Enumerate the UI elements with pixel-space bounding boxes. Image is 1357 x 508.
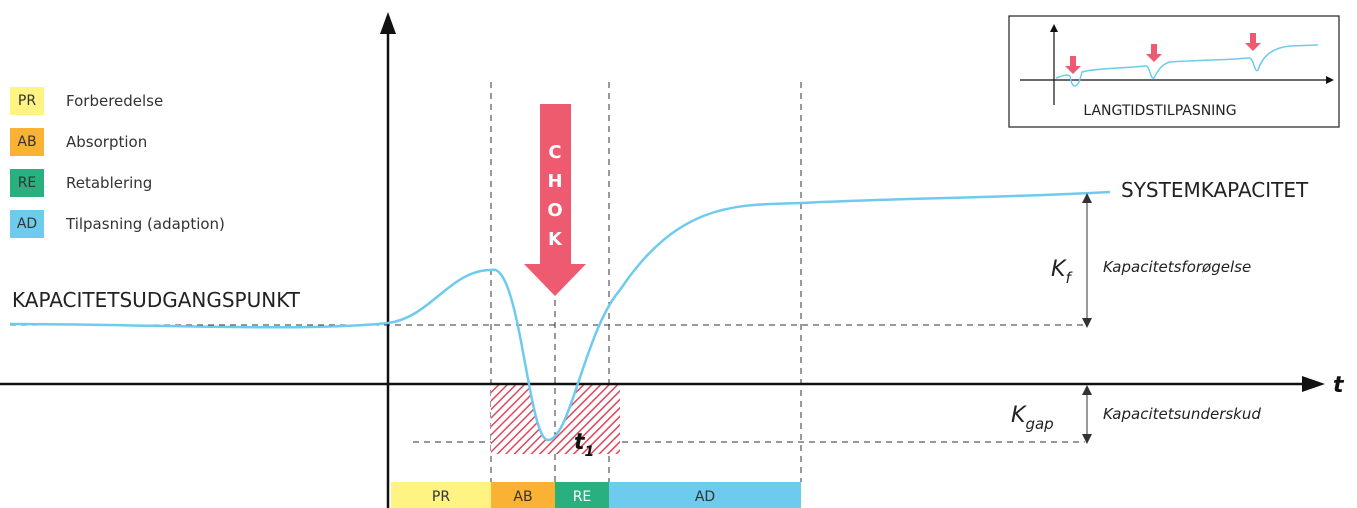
phase-bar: PR AB RE AD bbox=[391, 482, 801, 508]
legend-swatch-ad: AD bbox=[10, 210, 44, 238]
shock-letter-c: C bbox=[548, 142, 561, 163]
k-gap-label: Kgap bbox=[1011, 403, 1054, 433]
legend-item-re: RE Retablering bbox=[10, 169, 225, 197]
k-f-label: Kf bbox=[1051, 257, 1073, 287]
k-gap-subscript: gap bbox=[1025, 415, 1053, 433]
inset-x-arrow-icon bbox=[1326, 76, 1334, 84]
inset-long-term-adaptation: LANGTIDSTILPASNING bbox=[1008, 15, 1340, 128]
legend-label-ab: Absorption bbox=[66, 133, 148, 151]
inset-frame bbox=[1008, 15, 1340, 128]
k-f-arrow-up-icon bbox=[1082, 193, 1092, 203]
legend-item-pr: PR Forberedelse bbox=[10, 87, 225, 115]
inset-curve bbox=[1055, 44, 1319, 87]
system-capacity-label: SYSTEMKAPACITET bbox=[1121, 178, 1309, 202]
legend-item-ab: AB Absorption bbox=[10, 128, 225, 156]
k-gap-arrow-down-icon bbox=[1082, 434, 1092, 444]
shock-letter-k: K bbox=[548, 229, 563, 250]
legend-label-ad: Tilpasning (adaption) bbox=[66, 215, 225, 233]
phase-pr-label: PR bbox=[432, 489, 450, 505]
legend-swatch-ab: AB bbox=[10, 128, 44, 156]
k-f-description: Kapacitetsforøgelse bbox=[1103, 258, 1251, 276]
phase-ad-label: AD bbox=[695, 489, 715, 505]
inset-label: LANGTIDSTILPASNING bbox=[1083, 103, 1236, 119]
legend-swatch-re: RE bbox=[10, 169, 44, 197]
capacity-deficit-area bbox=[491, 384, 620, 454]
shock-arrow: C H O K bbox=[524, 104, 586, 296]
shock-arrow-icon bbox=[524, 104, 586, 296]
k-f-dimension: Kf Kapacitetsforøgelse bbox=[1051, 193, 1251, 328]
legend-label-re: Retablering bbox=[66, 174, 153, 192]
inset-shock-arrow-2-icon bbox=[1146, 44, 1162, 62]
start-capacity-label: KAPACITETSUDGANGSPUNKT bbox=[12, 288, 301, 312]
phase-ab bbox=[491, 482, 555, 508]
k-f-subscript: f bbox=[1065, 269, 1073, 287]
inset-shock-arrow-3-icon bbox=[1245, 33, 1261, 51]
phase-ab-label: AB bbox=[513, 489, 532, 505]
k-f-arrow-down-icon bbox=[1082, 318, 1092, 328]
time-axis-label: t bbox=[1333, 373, 1345, 398]
inset-shock-arrow-1-icon bbox=[1065, 56, 1081, 74]
shock-letter-o: O bbox=[547, 200, 562, 221]
capacity-curve bbox=[9, 190, 1111, 442]
t1-subscript: 1 bbox=[585, 444, 595, 460]
k-gap-dimension: Kgap Kapacitetsunderskud bbox=[1011, 385, 1261, 444]
phase-legend: PR Forberedelse AB Absorption RE Retable… bbox=[10, 87, 225, 251]
legend-swatch-pr: PR bbox=[10, 87, 44, 115]
k-gap-description: Kapacitetsunderskud bbox=[1103, 405, 1261, 423]
phase-re bbox=[555, 482, 609, 508]
phase-ad bbox=[609, 482, 801, 508]
inset-y-arrow-icon bbox=[1050, 24, 1058, 32]
axes bbox=[0, 12, 1325, 508]
t1-marker-label: t1 bbox=[574, 430, 594, 460]
legend-item-ad: AD Tilpasning (adaption) bbox=[10, 210, 225, 238]
k-gap-arrow-up-icon bbox=[1082, 385, 1092, 395]
phase-pr bbox=[391, 482, 491, 508]
shock-letter-h: H bbox=[547, 171, 562, 192]
legend-label-pr: Forberedelse bbox=[66, 92, 164, 110]
y-axis-arrow-icon bbox=[380, 12, 396, 34]
phase-re-label: RE bbox=[573, 489, 592, 505]
x-axis-arrow-icon bbox=[1302, 376, 1325, 392]
